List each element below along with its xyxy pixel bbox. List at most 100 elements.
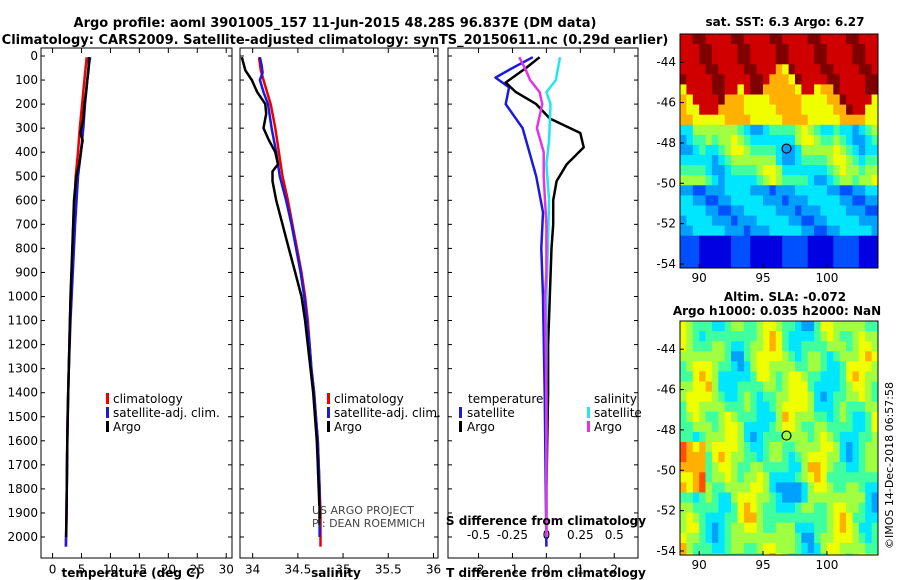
- heatmap-cell: [801, 235, 809, 247]
- heatmap-cell: [686, 492, 694, 504]
- heatmap-cell: [846, 411, 854, 423]
- x-tick-label: 35: [335, 562, 350, 576]
- salinity-series: [240, 56, 322, 547]
- heatmap-cell: [775, 452, 783, 463]
- heatmap-cell: [833, 381, 841, 393]
- heatmap-cell: [769, 482, 777, 494]
- heatmap-cell: [731, 391, 739, 403]
- heatmap-cell: [769, 492, 777, 504]
- heatmap-cell: [711, 175, 719, 186]
- map-y-tick-label: -52: [656, 504, 676, 518]
- heatmap-cell: [852, 165, 860, 176]
- heatmap-cell: [750, 64, 758, 75]
- heatmap-cell: [871, 361, 878, 372]
- heatmap-cell: [795, 411, 802, 423]
- heatmap-cell: [820, 522, 828, 534]
- heatmap-cell: [763, 114, 770, 126]
- heatmap-cell: [807, 144, 815, 156]
- heatmap-cell: [826, 361, 834, 372]
- heatmap-cell: [839, 64, 847, 75]
- heatmap-cell: [833, 421, 841, 433]
- heatmap-cell: [795, 553, 802, 555]
- heatmap-cell: [724, 185, 732, 196]
- heatmap-cell: [801, 411, 809, 423]
- heatmap-cell: [731, 84, 739, 96]
- heatmap-cell: [731, 155, 739, 166]
- heatmap-cell: [826, 371, 834, 383]
- heatmap-cell: [737, 64, 745, 75]
- x-tick-label: 10: [103, 562, 118, 576]
- heatmap-cell: [692, 104, 700, 116]
- heatmap-cell: [826, 532, 834, 544]
- heatmap-cell: [686, 442, 694, 453]
- x-tick-label: 25: [190, 562, 205, 576]
- heatmap-cell: [737, 371, 745, 383]
- heatmap-cell: [743, 155, 751, 166]
- heatmap-cell: [782, 512, 790, 524]
- heatmap-cell: [839, 431, 847, 443]
- heatmap-cell: [711, 553, 719, 555]
- heatmap-cell: [731, 321, 739, 332]
- heatmap-cell: [769, 205, 777, 217]
- heatmap-cell: [858, 512, 866, 524]
- heatmap-cell: [692, 94, 700, 106]
- heatmap-cell: [737, 421, 745, 433]
- heatmap-cell: [743, 502, 751, 514]
- heatmap-cell: [801, 512, 809, 524]
- heatmap-cell: [724, 84, 732, 96]
- heatmap-cell: [686, 522, 694, 534]
- heatmap-cell: [680, 452, 687, 463]
- heatmap-cell: [737, 205, 745, 217]
- heatmap-cell: [782, 245, 790, 257]
- heatmap-cell: [769, 411, 777, 423]
- heatmap-cell: [801, 482, 809, 494]
- heatmap-cell: [718, 44, 726, 55]
- heatmap-cell: [775, 401, 783, 413]
- heatmap-cell: [699, 34, 707, 45]
- heatmap-cell: [814, 255, 822, 267]
- chart-title-line1: Argo profile: aoml 3901005_157 11-Jun-20…: [74, 16, 597, 31]
- heatmap-cell: [724, 512, 732, 524]
- heatmap-cell: [820, 462, 828, 473]
- heatmap-cell: [718, 482, 726, 494]
- heatmap-cell: [795, 134, 802, 146]
- heatmap-cell: [788, 74, 796, 85]
- heatmap-cell: [711, 401, 719, 413]
- heatmap-cell: [750, 462, 758, 473]
- heatmap-cell: [718, 331, 726, 342]
- heatmap-cell: [699, 361, 707, 372]
- heatmap-cell: [782, 421, 790, 433]
- heatmap-cell: [705, 421, 713, 433]
- s-tick-label: 0.5: [605, 528, 624, 542]
- heatmap-cell: [724, 331, 732, 342]
- heatmap-cell: [737, 255, 745, 267]
- heatmap-cell: [795, 245, 802, 257]
- heatmap-cell: [756, 341, 764, 352]
- heatmap-cell: [711, 381, 719, 393]
- heatmap-cell: [846, 225, 854, 237]
- heatmap-cell: [775, 124, 783, 136]
- heatmap-cell: [846, 492, 854, 504]
- heatmap-cell: [750, 74, 758, 85]
- heatmap-cell: [846, 421, 854, 433]
- heatmap-cell: [718, 553, 726, 555]
- heatmap-cell: [858, 205, 866, 217]
- heatmap-cell: [763, 542, 770, 554]
- heatmap-cell: [833, 351, 841, 362]
- heatmap-cell: [795, 361, 802, 372]
- heatmap-cell: [737, 381, 745, 393]
- heatmap-cell: [782, 266, 790, 268]
- heatmap-cell: [826, 411, 834, 423]
- heatmap-cell: [814, 431, 822, 443]
- heatmap-cell: [788, 225, 796, 237]
- heatmap-cell: [750, 225, 758, 237]
- heatmap-cell: [756, 442, 764, 453]
- heatmap-cell: [865, 44, 873, 55]
- heatmap-cell: [711, 44, 719, 55]
- heatmap-cell: [852, 411, 860, 423]
- heatmap-cell: [724, 492, 732, 504]
- heatmap-cell: [801, 94, 809, 106]
- heatmap-cell: [865, 94, 873, 106]
- heatmap-cell: [743, 532, 751, 544]
- heatmap-cell: [686, 225, 694, 237]
